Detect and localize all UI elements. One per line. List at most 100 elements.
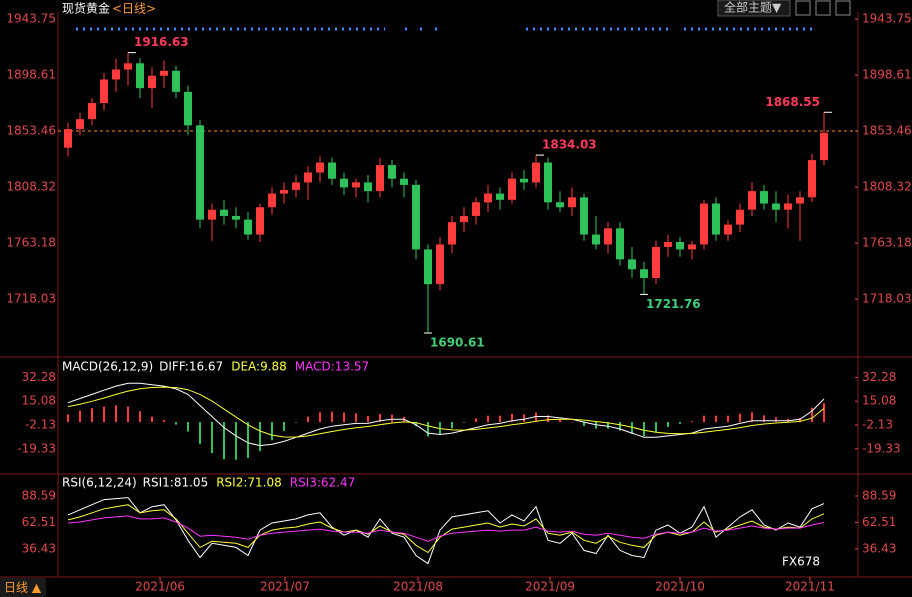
- macd-bar: [343, 412, 345, 423]
- macd-bar: [379, 414, 381, 423]
- panel-title: MACD(26,12,9): [62, 360, 153, 374]
- macd-bar: [643, 422, 645, 437]
- y-tick-label-right: 1718.03: [862, 292, 912, 306]
- macd-bar: [247, 422, 249, 459]
- candle-body: [316, 162, 324, 173]
- macd-bar: [499, 415, 501, 423]
- y-tick-label-right: 1853.46: [862, 124, 912, 138]
- macd-bar: [67, 414, 69, 423]
- candle-body: [532, 162, 540, 183]
- macd-bar: [799, 417, 801, 423]
- y-tick-label: 15.08: [22, 394, 56, 408]
- macd-bar: [451, 422, 453, 429]
- candle-body: [292, 182, 300, 190]
- y-tick-label: 1853.46: [6, 124, 56, 138]
- candle-body: [412, 184, 420, 250]
- candle-body: [112, 69, 120, 80]
- macd-bar: [211, 422, 213, 454]
- candle-body: [820, 132, 828, 161]
- candle-body: [100, 79, 108, 104]
- candle-body: [196, 125, 204, 220]
- macd-bar: [811, 407, 813, 423]
- macd-bar: [679, 422, 681, 424]
- macd-bar: [79, 410, 81, 423]
- macd-bar: [691, 421, 693, 423]
- macd-bar: [775, 417, 777, 423]
- y-tick-label: -19.33: [17, 441, 56, 455]
- y-tick-label: 36.43: [22, 541, 56, 555]
- candle-body: [784, 203, 792, 210]
- y-tick-label-right: 1943.75: [862, 11, 912, 25]
- macd-bar: [199, 422, 201, 445]
- candle-body: [724, 224, 732, 235]
- low-label: 1690.61: [430, 336, 485, 350]
- macd-bar: [151, 416, 153, 423]
- macd-bar: [739, 413, 741, 423]
- period[interactable]: <日线>: [112, 2, 156, 16]
- candle-body: [676, 241, 684, 250]
- candle-body: [256, 207, 264, 235]
- candle-body: [136, 63, 144, 89]
- theme-button[interactable]: 全部主题▼: [724, 0, 782, 15]
- candle-body: [472, 202, 480, 216]
- legend-entry: DIFF:16.67: [159, 360, 223, 374]
- candle-body: [520, 178, 528, 183]
- candle-body: [64, 129, 72, 148]
- y-tick-label: -2.13: [25, 418, 56, 432]
- x-tick-label: 2021/09: [525, 580, 575, 594]
- candle-body: [796, 197, 804, 204]
- macd-bar: [127, 406, 129, 423]
- candle-body: [160, 70, 168, 76]
- macd-bar: [223, 422, 225, 460]
- macd-bar: [139, 411, 141, 423]
- macd-bar: [463, 422, 465, 423]
- macd-bar: [283, 422, 285, 431]
- candle-body: [172, 70, 180, 92]
- candle-body: [772, 203, 780, 210]
- y-tick-label-right: -2.13: [862, 418, 893, 432]
- macd-bar: [355, 413, 357, 423]
- macd-bar: [187, 422, 189, 432]
- macd-bar: [667, 422, 669, 428]
- icon-window[interactable]: [795, 0, 811, 16]
- y-tick-label-right: 1898.61: [862, 67, 912, 81]
- legend-entry: MACD:13.57: [295, 360, 369, 374]
- macd-bar: [751, 412, 753, 423]
- macd-bar: [439, 422, 441, 434]
- y-tick-label-right: 32.28: [862, 370, 896, 384]
- legend-entry: RSI3:62.47: [290, 476, 356, 490]
- theme-button-box[interactable]: [717, 0, 791, 17]
- candle-body: [220, 209, 228, 216]
- macd-bar: [115, 405, 117, 423]
- x-tick-label: 2021/08: [393, 580, 443, 594]
- candle-body: [304, 172, 312, 183]
- icon-settings[interactable]: [835, 0, 851, 16]
- y-tick-label-right: 62.51: [862, 515, 896, 529]
- y-tick-label: 32.28: [22, 370, 56, 384]
- low-label: 1721.76: [646, 297, 701, 311]
- macd-bar: [295, 422, 297, 423]
- y-tick-label: 88.59: [22, 488, 56, 502]
- period-tab-box[interactable]: [0, 578, 46, 597]
- candle-body: [808, 160, 816, 198]
- macd-bar: [271, 422, 273, 441]
- y-tick-label-right: -19.33: [862, 441, 901, 455]
- candle-body: [712, 203, 720, 235]
- candle-body: [628, 259, 636, 270]
- candle-body: [664, 241, 672, 247]
- y-tick-label-right: 1763.18: [862, 235, 912, 249]
- icon-bars[interactable]: [815, 0, 831, 16]
- macd-bar: [823, 403, 825, 423]
- candle-body: [640, 269, 648, 278]
- macd-bar: [727, 415, 729, 423]
- indicator-line: [67, 515, 825, 542]
- candle-body: [184, 91, 192, 126]
- candle-body: [88, 103, 96, 120]
- period-tab[interactable]: 日线 ▲: [4, 581, 42, 595]
- y-tick-label: 1898.61: [6, 67, 56, 81]
- candle-body: [340, 178, 348, 188]
- macd-bar: [91, 408, 93, 423]
- macd-bar: [547, 415, 549, 423]
- y-tick-label: 62.51: [22, 515, 56, 529]
